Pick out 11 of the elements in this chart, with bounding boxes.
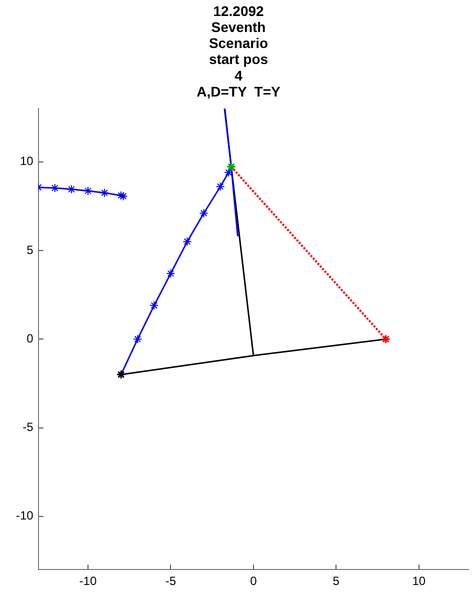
x-tick-label: 0 (250, 574, 258, 588)
y-tick-label: 10 (20, 154, 34, 168)
x-tick-label: -10 (79, 574, 97, 588)
chart-title: 12.2092 Seventh Scenario start pos 4 A,D=TY T=Y (196, 2, 282, 100)
x-tick-label: 5 (332, 574, 340, 588)
y-tick-label: 0 (26, 331, 34, 346)
y-tick-label: -10 (16, 508, 34, 523)
x-tick-label: 10 (412, 574, 426, 588)
y-tick-label: -5 (22, 420, 34, 434)
x-tick-label: -5 (165, 574, 176, 588)
y-tick-label: 5 (26, 242, 34, 257)
